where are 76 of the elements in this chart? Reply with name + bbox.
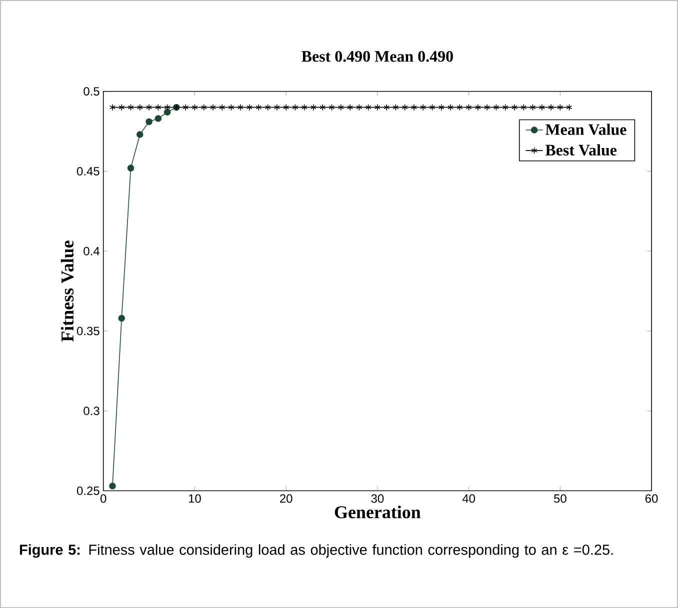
point: [538, 104, 545, 111]
point: [264, 104, 271, 111]
x-tick-label: 0: [100, 494, 106, 503]
point: [548, 104, 554, 111]
point: [438, 104, 444, 111]
point: [356, 104, 362, 111]
point: [474, 104, 481, 111]
point: [155, 104, 162, 111]
point: [128, 104, 134, 111]
point: [456, 104, 463, 111]
x-tick-label: 40: [462, 494, 476, 503]
point: [365, 104, 372, 111]
point: [493, 104, 500, 111]
point: [109, 482, 116, 490]
point: [347, 104, 354, 111]
point: [566, 104, 572, 111]
point: [154, 115, 162, 122]
text: Figure 5: Fitness value considering load as objective function corresponding to an ε =0.25.: [20, 544, 613, 558]
point: [136, 104, 143, 111]
point: [402, 104, 408, 111]
point: [210, 104, 216, 111]
point: [411, 104, 417, 111]
x-axis-title: Generation: [334, 506, 421, 518]
point: [136, 131, 144, 138]
point: [146, 104, 152, 111]
point: [530, 104, 536, 111]
y-tick-label: 0.25: [76, 486, 100, 495]
point: [466, 104, 472, 111]
x-tick-label: 30: [371, 494, 384, 503]
point: [164, 104, 170, 111]
x-tick-label: 20: [280, 494, 292, 503]
point: [200, 104, 207, 111]
point: [256, 104, 262, 111]
point: [237, 104, 244, 111]
point: [328, 104, 335, 111]
point: [557, 104, 564, 111]
x-tick-label: 10: [188, 494, 201, 503]
point: [429, 104, 436, 111]
x-tick-label: 60: [645, 494, 658, 503]
chart-title: Best 0.490 Mean 0.490: [302, 50, 453, 62]
point: [146, 118, 152, 126]
point: [118, 104, 125, 111]
y-axis-title: Fitness Value: [60, 240, 74, 342]
point: [420, 104, 426, 111]
point: [502, 104, 508, 111]
x-tick-label: 50: [554, 494, 566, 503]
point: [182, 104, 189, 111]
point: [219, 104, 226, 111]
point: [274, 104, 280, 111]
point: [512, 104, 518, 111]
point: [320, 104, 326, 111]
point: [164, 108, 171, 116]
point: [384, 104, 390, 111]
point: [338, 104, 344, 111]
point: [246, 104, 253, 111]
point: [484, 104, 490, 111]
point: [228, 104, 234, 111]
point: [192, 104, 198, 111]
point: [520, 104, 527, 111]
point: [392, 104, 399, 111]
y-tick-label: 0.4: [84, 246, 100, 256]
y-tick-label: 0.45: [76, 166, 100, 176]
point: [118, 314, 126, 322]
y-tick-label: 0.5: [84, 87, 100, 96]
point: [109, 104, 116, 111]
y-tick-label: 0.3: [84, 406, 100, 416]
point: [127, 164, 134, 172]
point: [374, 104, 380, 111]
legend-label: Mean Value: [545, 124, 626, 135]
point: [283, 104, 290, 111]
point: [310, 104, 316, 111]
point: [292, 104, 298, 111]
y-tick-label: 0.35: [76, 326, 100, 336]
point: [301, 104, 308, 111]
legend-label: Best Value: [545, 144, 617, 156]
point: [448, 104, 454, 111]
